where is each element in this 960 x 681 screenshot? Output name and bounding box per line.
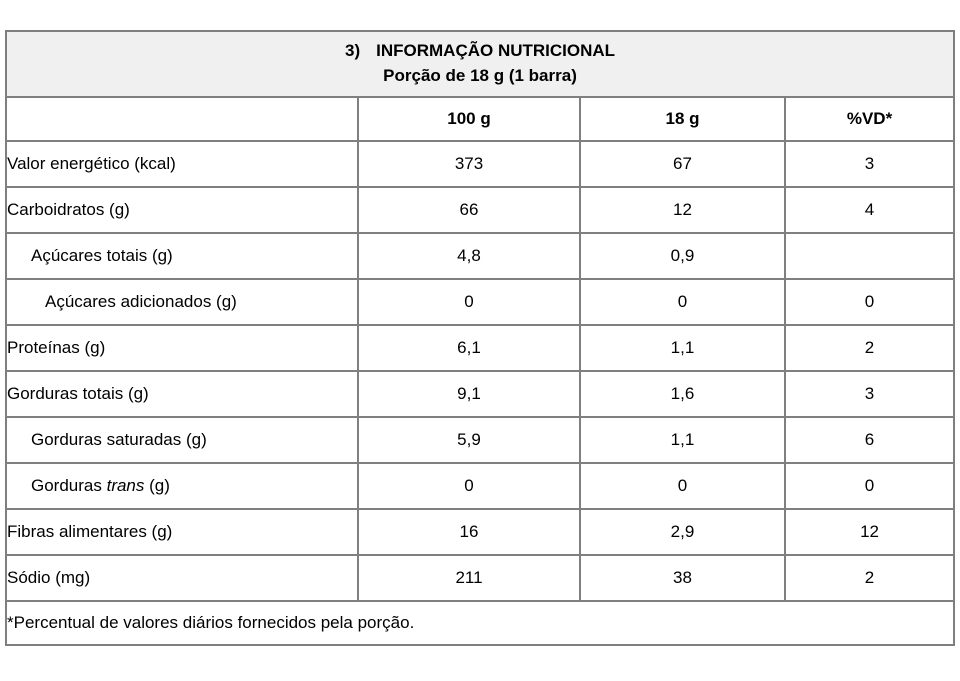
column-header-empty: [5, 96, 359, 142]
row-value: 5,9: [357, 416, 581, 464]
table-row: Carboidratos (g) 66 12 4: [5, 186, 956, 234]
footnote-row: *Percentual de valores diários fornecido…: [4, 600, 956, 646]
table-row: Fibras alimentares (g) 16 2,9 12: [5, 508, 956, 556]
row-value: 12: [783, 508, 956, 556]
row-label: Fibras alimentares (g): [5, 508, 359, 556]
row-value: 0: [579, 278, 786, 326]
column-header-100g: 100 g: [357, 96, 581, 142]
title-text: INFORMAÇÃO NUTRICIONAL: [376, 41, 616, 61]
row-value: 4: [783, 186, 956, 234]
row-value: 211: [357, 554, 581, 602]
row-value: 0: [579, 462, 786, 510]
title-row: 3) INFORMAÇÃO NUTRICIONAL Porção de 18 g …: [4, 30, 956, 98]
table-row: Sódio (mg) 211 38 2: [5, 554, 956, 602]
row-value: 2: [783, 324, 956, 372]
row-value: 3: [783, 140, 956, 188]
row-label: Gorduras trans (g): [5, 462, 359, 510]
row-value: 2,9: [579, 508, 786, 556]
row-label: Açúcares totais (g): [5, 232, 359, 280]
table-subtitle: Porção de 18 g (1 barra): [383, 66, 577, 85]
column-header-vd: %VD*: [783, 96, 956, 142]
nutrition-facts-table: 3) INFORMAÇÃO NUTRICIONAL Porção de 18 g …: [4, 30, 956, 646]
table-body: Valor energético (kcal) 373 67 3 Carboidrato…: [5, 140, 956, 602]
table-title-cell: 3) INFORMAÇÃO NUTRICIONAL Porção de 18 g …: [4, 30, 956, 98]
table-row: Proteínas (g) 6,1 1,1 2: [5, 324, 956, 372]
row-value: 0: [783, 462, 956, 510]
row-label: Sódio (mg): [5, 554, 359, 602]
table-row: Gorduras saturadas (g) 5,9 1,1 6: [5, 416, 956, 464]
row-label: Proteínas (g): [5, 324, 359, 372]
row-value: 16: [357, 508, 581, 556]
row-label: Açúcares adicionados (g): [5, 278, 359, 326]
row-value: 3: [783, 370, 956, 418]
row-value: 1,1: [579, 416, 786, 464]
row-value: 66: [357, 186, 581, 234]
row-label-italic-part: trans: [106, 476, 145, 495]
table-row: Valor energético (kcal) 373 67 3: [5, 140, 956, 188]
row-value: 0,9: [579, 232, 786, 280]
row-label: Valor energético (kcal): [5, 140, 359, 188]
row-label: Carboidratos (g): [5, 186, 359, 234]
column-header-row: 100 g 18 g %VD*: [5, 96, 956, 142]
row-value: 9,1: [357, 370, 581, 418]
footnote: *Percentual de valores diários fornecido…: [4, 600, 956, 646]
row-value: 67: [579, 140, 786, 188]
row-label: Gorduras saturadas (g): [5, 416, 359, 464]
title-number: 3): [345, 41, 361, 61]
table-row: Açúcares adicionados (g) 0 0 0: [5, 278, 956, 326]
row-value: [783, 232, 956, 280]
row-label-part: Gorduras: [31, 476, 107, 495]
row-label-part: (g): [144, 476, 170, 495]
table-row: Gorduras trans (g) 0 0 0: [5, 462, 956, 510]
table-row: Gorduras totais (g) 9,1 1,6 3: [5, 370, 956, 418]
row-value: 38: [579, 554, 786, 602]
row-value: 6,1: [357, 324, 581, 372]
row-value: 0: [357, 278, 581, 326]
row-value: 6: [783, 416, 956, 464]
row-value: 12: [579, 186, 786, 234]
table-row: Açúcares totais (g) 4,8 0,9: [5, 232, 956, 280]
row-value: 0: [783, 278, 956, 326]
row-value: 0: [357, 462, 581, 510]
row-value: 1,6: [579, 370, 786, 418]
row-value: 2: [783, 554, 956, 602]
row-label: Gorduras totais (g): [5, 370, 359, 418]
column-header-18g: 18 g: [579, 96, 786, 142]
row-value: 373: [357, 140, 581, 188]
table-title: 3) INFORMAÇÃO NUTRICIONAL: [7, 39, 953, 64]
row-value: 1,1: [579, 324, 786, 372]
row-value: 4,8: [357, 232, 581, 280]
